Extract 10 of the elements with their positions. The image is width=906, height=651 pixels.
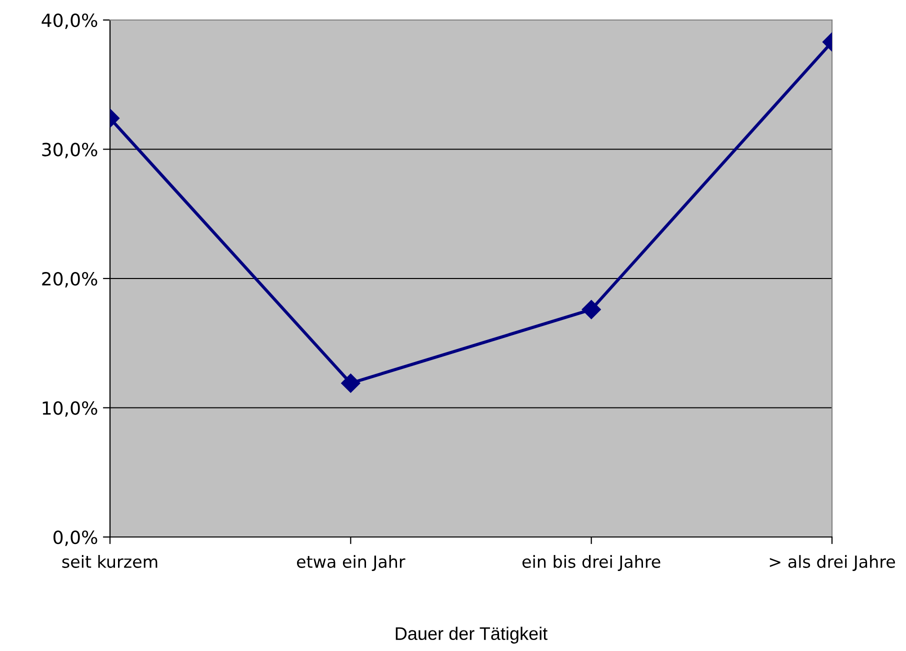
y-tick-label: 0,0% (54, 530, 98, 546)
y-tick-label: 30,0% (42, 142, 98, 158)
x-tick-label: etwa ein Jahr (296, 555, 406, 572)
y-tick-label: 40,0% (42, 13, 98, 29)
x-axis-title: Dauer der Tätigkeit (396, 626, 548, 644)
x-tick-label: ein bis drei Jahre (522, 555, 660, 572)
x-tick-label: > als drei Jahre (770, 555, 895, 572)
x-tick-label: seit kurzem (62, 555, 158, 568)
y-tick-label: 10,0% (42, 401, 98, 417)
y-tick-label: 20,0% (42, 272, 98, 288)
